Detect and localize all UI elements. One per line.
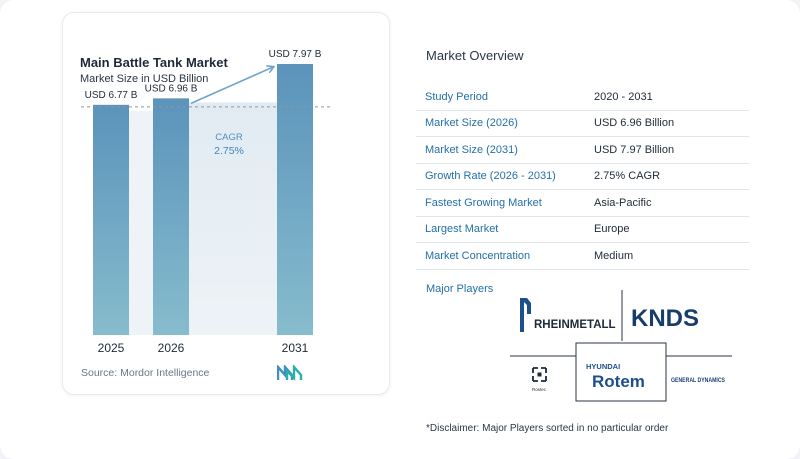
- overview-value: USD 7.97 Billion: [594, 143, 675, 156]
- overview-value: Asia-Pacific: [594, 196, 652, 209]
- overview-row: Market Concentration Medium: [416, 243, 749, 270]
- overview-title: Market Overview: [426, 48, 524, 63]
- major-players-label: Major Players: [426, 283, 494, 295]
- overview-key: Growth Rate (2026 - 2031): [425, 170, 556, 183]
- chart-card: Main Battle Tank Market Market Size in U…: [62, 12, 390, 395]
- gap-band: [129, 110, 153, 335]
- chart-title: Main Battle Tank Market: [80, 55, 228, 70]
- overview-row: Growth Rate (2026 - 2031) 2.75% CAGR: [416, 164, 749, 190]
- logo-text-knds: KNDS: [631, 305, 699, 332]
- category-label-2031: 2031: [282, 341, 309, 355]
- overview-key: Fastest Growing Market: [425, 196, 542, 209]
- logo-text-general-dynamics: GENERAL DYNAMICS: [671, 377, 726, 384]
- chart-subtitle: Market Size in USD Billion: [80, 73, 209, 85]
- overview-value: 2020 - 2031: [594, 90, 653, 103]
- overview-key: Study Period: [425, 90, 488, 103]
- knds-logo: KNDS: [631, 305, 699, 332]
- rostec-logo: Rostec: [532, 367, 547, 392]
- overview-value: USD 6.96 Billion: [594, 117, 675, 130]
- general-dynamics-logo: GENERAL DYNAMICS: [671, 377, 726, 384]
- overview-row: Fastest Growing Market Asia-Pacific: [416, 190, 749, 217]
- cagr-band: [189, 102, 277, 335]
- logo-text-hyundai: HYUNDAI: [586, 362, 620, 371]
- cagr-value: 2.75%: [214, 145, 244, 157]
- overview-row: Study Period 2020 - 2031: [416, 84, 749, 111]
- disclaimer: *Disclaimer: Major Players sorted in no …: [426, 423, 669, 434]
- value-label-2025: USD 6.77 B: [85, 90, 138, 101]
- major-players-logos: RHEINMETALL KNDS Rostec HYUNDAI Rotem GE…: [510, 290, 732, 402]
- bar-chart: USD 6.77 B USD 6.96 B USD 7.97 B 2025 2026 20…: [81, 49, 331, 355]
- logo-text-rostec: Rostec: [532, 387, 547, 392]
- cagr-label: CAGR: [215, 132, 243, 143]
- overview-value: 2.75% CAGR: [594, 170, 661, 183]
- source-note: Source: Mordor Intelligence: [81, 367, 210, 379]
- category-label-2026: 2026: [158, 341, 185, 355]
- overview-key: Market Size (2031): [425, 143, 518, 156]
- market-overview-panel: Market Overview Study Period 2020 - 2031 M…: [410, 0, 800, 459]
- logo-center-box: [575, 342, 667, 402]
- hyundai-rotem-logo: HYUNDAI Rotem: [586, 362, 645, 391]
- overview-key: Market Concentration: [425, 249, 531, 262]
- value-label-2031: USD 7.97 B: [269, 49, 322, 60]
- overview-row: Largest Market Europe: [416, 217, 749, 243]
- cagr-arrow: [190, 67, 273, 105]
- category-label-2025: 2025: [98, 341, 125, 355]
- overview-value: Medium: [594, 249, 634, 262]
- value-label-2026: USD 6.96 B: [145, 83, 198, 94]
- logo-text-rheinmetall: RHEINMETALL: [534, 319, 616, 331]
- overview-value: Europe: [594, 223, 630, 236]
- overview-row: Market Size (2031) USD 7.97 Billion: [416, 137, 749, 164]
- mordor-intelligence-logo-icon: [277, 365, 303, 381]
- bar-2026: [153, 98, 189, 335]
- bar-2025: [93, 104, 129, 335]
- overview-key: Market Size (2026): [425, 117, 518, 130]
- bar-2031: [277, 64, 313, 335]
- overview-table: Study Period 2020 - 2031 Market Size (2026…: [416, 84, 749, 270]
- overview-row: Market Size (2026) USD 6.96 Billion: [416, 111, 749, 137]
- overview-key: Largest Market: [425, 223, 499, 236]
- rheinmetall-logo: RHEINMETALL: [520, 298, 616, 332]
- logo-text-rotem: Rotem: [592, 372, 645, 391]
